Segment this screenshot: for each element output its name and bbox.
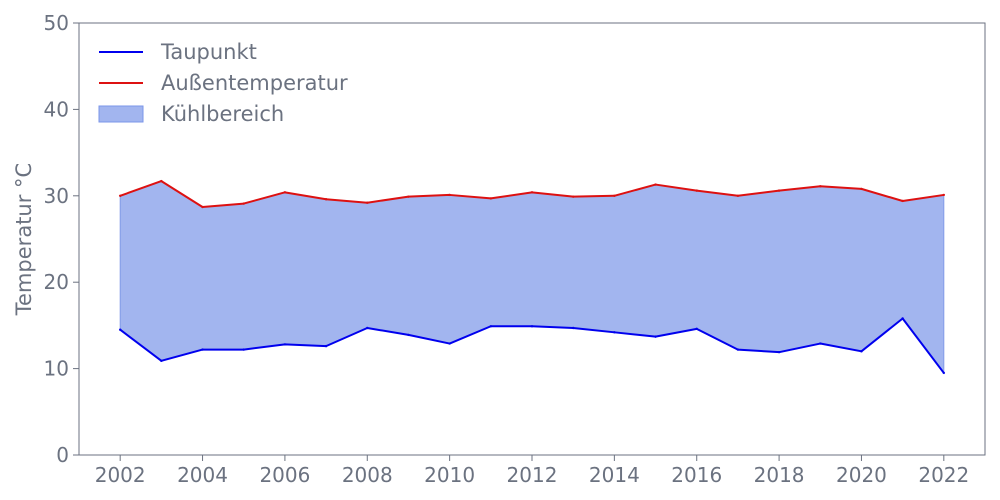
x-tick-label: 2016	[671, 463, 722, 487]
x-tick-label: 2008	[342, 463, 393, 487]
data-point	[819, 185, 822, 188]
data-point	[860, 187, 863, 191]
x-tick-label: 2014	[589, 463, 640, 487]
data-point	[819, 342, 822, 345]
data-point	[654, 183, 657, 186]
data-point	[654, 335, 657, 338]
data-point	[777, 350, 781, 354]
data-point	[448, 193, 451, 197]
data-point	[160, 359, 163, 363]
data-point	[407, 195, 410, 198]
data-point	[407, 333, 410, 337]
series-1	[118, 179, 946, 209]
data-point	[901, 317, 904, 320]
lines-layer	[118, 179, 946, 375]
legend-item-0: Taupunkt	[99, 40, 257, 64]
legend-fill-swatch	[98, 105, 144, 123]
data-point	[613, 194, 616, 197]
x-axis: 2002 2004 2006 2008 2010 2012 2014 2016 2018 2020…	[95, 455, 969, 487]
data-point	[366, 201, 369, 204]
data-point	[324, 344, 328, 348]
data-point	[942, 193, 946, 197]
data-point	[324, 198, 328, 201]
data-point	[489, 197, 493, 200]
data-point	[283, 191, 287, 194]
series-0	[118, 317, 946, 375]
legend: Taupunkt Außentemperatur Kühlbereich	[98, 40, 348, 126]
data-point	[695, 327, 698, 331]
data-point	[571, 195, 575, 198]
legend-label: Kühlbereich	[161, 102, 284, 126]
x-tick-label: 2002	[95, 463, 146, 487]
data-point	[530, 191, 534, 194]
data-point	[613, 331, 616, 334]
data-point	[530, 325, 534, 328]
data-point	[736, 194, 740, 197]
data-point	[777, 189, 781, 192]
y-tick-label: 10	[44, 357, 69, 381]
data-point	[860, 350, 863, 353]
data-point	[201, 348, 204, 351]
x-tick-label: 2020	[836, 463, 887, 487]
y-tick-label: 40	[44, 97, 69, 121]
data-point	[571, 326, 575, 330]
x-tick-label: 2010	[424, 463, 475, 487]
y-tick-label: 50	[44, 11, 69, 35]
data-point	[160, 179, 163, 183]
y-tick-label: 0	[56, 443, 69, 467]
data-point	[448, 342, 451, 345]
legend-label: Außentemperatur	[161, 71, 348, 95]
data-point	[736, 348, 740, 351]
x-tick-label: 2006	[259, 463, 310, 487]
data-point	[283, 343, 287, 346]
x-tick-label: 2004	[177, 463, 228, 487]
legend-label: Taupunkt	[160, 40, 257, 64]
x-tick-label: 2018	[754, 463, 805, 487]
x-tick-label: 2022	[918, 463, 969, 487]
y-tick-label: 30	[44, 184, 69, 208]
data-point	[118, 328, 122, 331]
legend-item-1: Außentemperatur	[99, 71, 348, 95]
data-point	[901, 199, 904, 203]
data-point	[242, 202, 245, 205]
data-point	[366, 326, 369, 330]
y-tick-label: 20	[44, 270, 69, 294]
data-point	[201, 205, 204, 209]
data-point	[489, 325, 493, 328]
x-tick-label: 2012	[507, 463, 558, 487]
data-point	[242, 348, 245, 351]
y-axis: 0 10 20 30 40 50	[44, 11, 79, 467]
data-point	[118, 194, 122, 197]
data-point	[695, 189, 698, 192]
y-axis-label: Temperatur °C	[12, 163, 36, 316]
legend-item-fill: Kühlbereich	[98, 102, 284, 126]
data-point	[942, 371, 946, 375]
